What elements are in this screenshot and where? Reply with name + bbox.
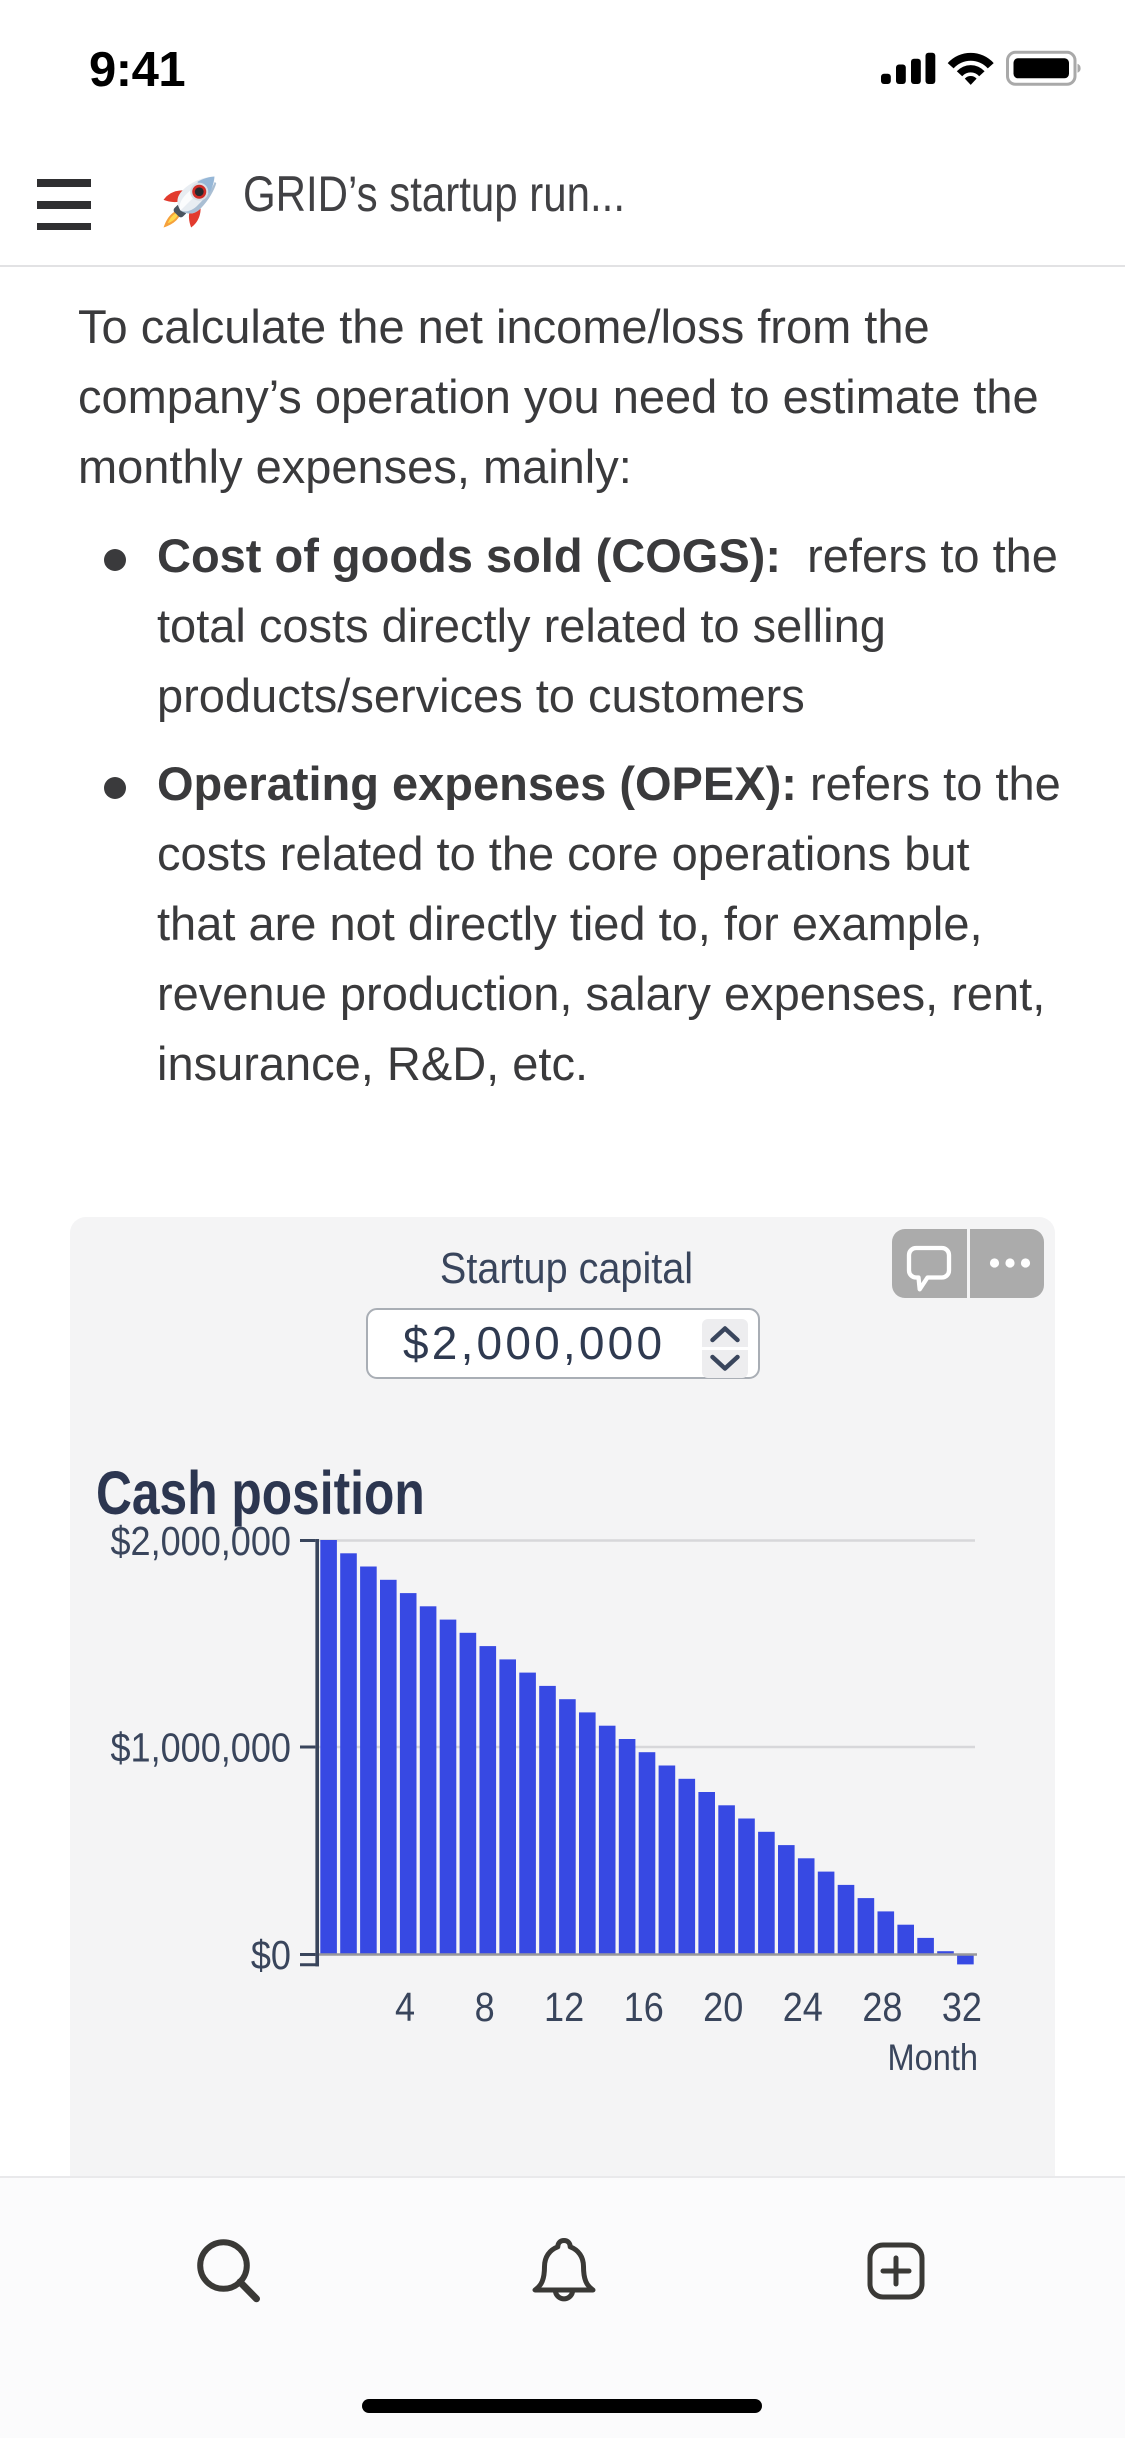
svg-text:$0: $0	[251, 1933, 291, 1979]
svg-text:$1,000,000: $1,000,000	[110, 1725, 291, 1771]
svg-text:32: 32	[942, 1985, 982, 2031]
svg-text:16: 16	[624, 1985, 664, 2031]
svg-text:Month: Month	[888, 2037, 978, 2078]
svg-text:$2,000,000: $2,000,000	[110, 1519, 291, 1565]
svg-text:28: 28	[862, 1985, 902, 2031]
svg-text:20: 20	[703, 1985, 743, 2031]
svg-text:8: 8	[475, 1985, 495, 2031]
svg-text:4: 4	[395, 1985, 415, 2031]
svg-text:24: 24	[783, 1985, 823, 2031]
svg-text:12: 12	[544, 1985, 584, 2031]
